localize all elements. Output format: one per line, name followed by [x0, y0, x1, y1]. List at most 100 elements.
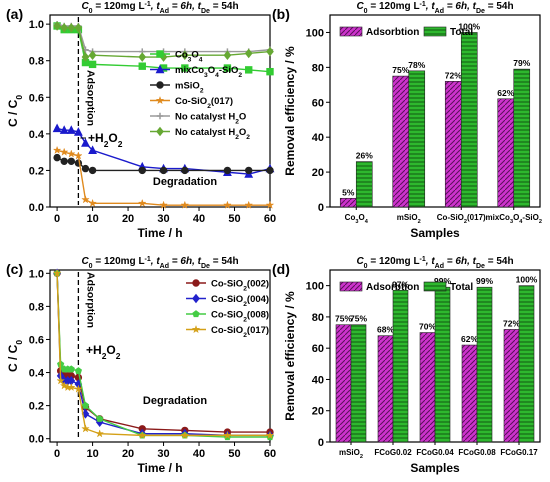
y-tick-label: 0.6 — [29, 334, 44, 346]
chart-title-part: De — [201, 8, 210, 15]
chart-title-part: = 120mg L — [368, 256, 420, 267]
category-label-part: O — [513, 213, 519, 222]
data-point — [245, 66, 253, 74]
legend-label-part: Co-SiO — [211, 279, 243, 290]
x-tick-label: 40 — [193, 448, 205, 460]
category-label: Co3O4 — [345, 213, 369, 225]
chart-title-part: C — [356, 1, 364, 12]
x-axis-label: Samples — [410, 461, 460, 475]
category-label: FCoG0.17 — [500, 448, 538, 457]
x-tick-label: 10 — [86, 213, 98, 225]
x-tick-label: 20 — [122, 448, 134, 460]
data-point — [138, 166, 146, 175]
category-label: mixCo3O4-SiO2 — [485, 213, 542, 225]
data-point — [266, 67, 274, 76]
x-tick-label: 60 — [264, 213, 276, 225]
chart-title-part: = 6h, t — [444, 256, 477, 267]
data-point — [81, 195, 90, 204]
chart-title-part: De — [201, 263, 210, 270]
degradation-label: Degradation — [143, 395, 207, 407]
data-point — [59, 381, 69, 390]
x-tick-label: 20 — [122, 213, 134, 225]
data-point — [159, 166, 168, 175]
data-point — [265, 200, 275, 209]
category-label-part: -SiO — [522, 213, 538, 222]
legend-label-part: 2 — [207, 103, 211, 110]
series-3 — [52, 268, 275, 440]
y-tick-label: 0 — [318, 437, 324, 449]
series-line — [56, 23, 271, 53]
category-label-part: FCoG0.02 — [374, 448, 412, 457]
chart-title-part: = 120mg L — [368, 1, 420, 12]
legend-entry: Total — [423, 281, 473, 293]
y-tick-label: 0.4 — [29, 129, 45, 141]
category-label-part: mSiO — [339, 448, 360, 457]
data-point — [88, 50, 97, 61]
chart-title-part: , t — [150, 256, 161, 267]
adsorption-bar — [444, 81, 462, 208]
bar-value-label: 79% — [513, 58, 530, 68]
x-axis-label: Samples — [410, 226, 460, 240]
panel-label: (b) — [272, 6, 290, 22]
category-label-part: FCoG0.04 — [416, 448, 454, 457]
data-point — [74, 22, 83, 33]
data-point — [180, 200, 190, 209]
series-4 — [53, 20, 274, 55]
data-point — [88, 166, 97, 175]
bar-value-label: 75% — [335, 314, 352, 324]
chart-title-part: , t — [425, 1, 436, 12]
bar-value-label: 99% — [476, 276, 493, 286]
h2o2-label: +H2O2 — [86, 343, 121, 361]
legend-marker — [191, 324, 201, 334]
chart-title-part: 0 — [89, 8, 93, 15]
data-point — [245, 166, 253, 175]
adsorption-bar — [503, 329, 520, 443]
data-point — [66, 382, 76, 392]
adsorption-bar — [339, 197, 357, 208]
data-point — [223, 50, 232, 61]
legend-label: Co-SiO2(017) — [211, 325, 269, 339]
chart-title-part: = 54h — [210, 1, 239, 12]
legend-entry: No catalyst H2O2 — [150, 126, 250, 141]
data-point — [96, 415, 104, 422]
chart-title-part: -1 — [145, 1, 151, 8]
total-bar — [350, 324, 367, 443]
total-bar — [513, 68, 531, 208]
legend-label-part: 2 — [243, 285, 247, 292]
legend-label-part: 2 — [246, 134, 250, 141]
y-tick-label: 20 — [312, 167, 324, 179]
data-point — [95, 429, 105, 438]
total-bar — [408, 70, 426, 208]
chart-title-part: Ad — [160, 8, 169, 15]
bar-value-label: 68% — [377, 325, 394, 335]
y-tick-label: 0.0 — [29, 202, 44, 214]
plot-frame — [49, 269, 271, 443]
legend-label-part: (004) — [247, 294, 269, 305]
legend-label-part: (017) — [211, 96, 233, 107]
category-label: FCoG0.04 — [416, 448, 454, 457]
data-point — [81, 401, 90, 409]
y-tick-label: 0.2 — [29, 165, 44, 177]
bar-value-label: 72% — [503, 318, 520, 328]
chart-title-part: = 6h, t — [444, 1, 477, 12]
bar-value-label: 97% — [392, 279, 409, 289]
bar-value-label: 72% — [445, 70, 462, 80]
legend-label-part: 2 — [235, 134, 239, 141]
h2o2-part: 2 — [118, 139, 123, 149]
category-label-part: O — [358, 213, 364, 222]
panel-a-line-chart: C0 = 120mg L-1, tAd = 6h, tDe = 54h(a)0 1… — [6, 1, 276, 241]
data-point — [56, 376, 66, 385]
data-point — [60, 22, 69, 33]
legend-label-part: 2 — [243, 316, 247, 323]
adsorption-bar — [377, 335, 394, 443]
x-axis-label: Time / h — [137, 226, 182, 240]
chart-title-part: -1 — [420, 1, 426, 8]
legend-marker — [156, 81, 164, 89]
h2o2-part: +H — [86, 343, 102, 357]
legend-entry: mixCo3O4-SiO2 — [150, 64, 242, 79]
legend-entry: Co-SiO2(008) — [186, 310, 269, 323]
y-tick-label: 40 — [312, 374, 324, 386]
legend-label: Co-SiO2(017) — [175, 96, 233, 110]
data-point — [73, 127, 83, 136]
chart-title-part: De — [476, 8, 485, 15]
